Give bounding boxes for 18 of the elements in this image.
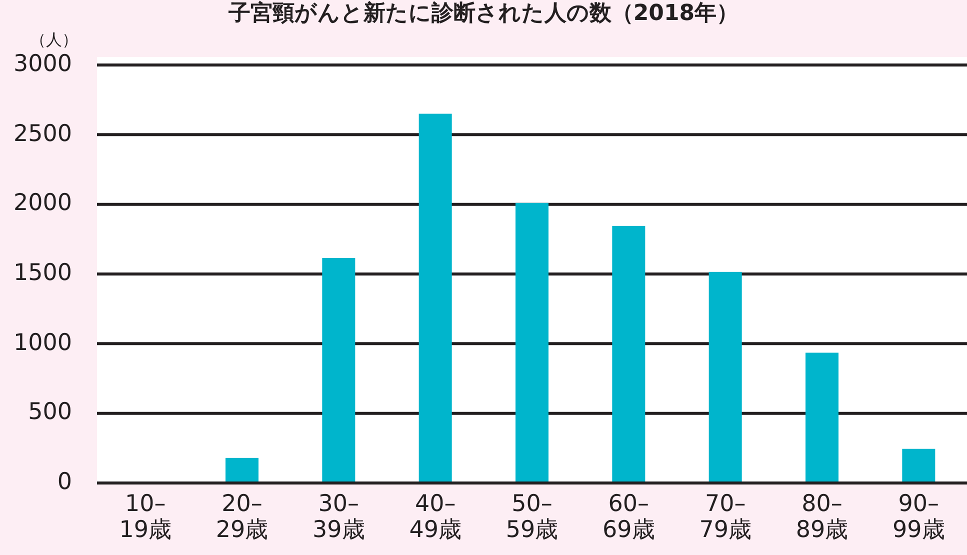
- x-tick-label: 40–49歳: [408, 491, 462, 543]
- x-tick-label: 20–29歳: [214, 491, 270, 543]
- y-tick-label: 1500: [12, 260, 72, 286]
- x-tick-label: 60–69歳: [602, 491, 656, 543]
- y-tick-label: 1000: [12, 330, 72, 356]
- y-tick-label: 2500: [12, 120, 72, 147]
- y-tick-label: 0: [56, 469, 72, 495]
- x-tick-label: 10–19歳: [118, 491, 172, 543]
- x-tick-label: 30–39歳: [312, 491, 366, 543]
- x-tick-label: 80–89歳: [794, 491, 850, 543]
- y-axis-title: （人）: [30, 30, 78, 50]
- x-tick-label: 70–79歳: [698, 491, 752, 543]
- x-tick-label: 90–99歳: [892, 491, 946, 543]
- x-tick-label: 50–59歳: [504, 491, 560, 543]
- title: 子宮頸がんと新たに診断された人の数（2018年）: [227, 0, 740, 28]
- y-tick-label: 2000: [12, 190, 72, 216]
- y-tick-label: 500: [27, 399, 72, 426]
- y-tick-label: 3000: [12, 51, 72, 77]
